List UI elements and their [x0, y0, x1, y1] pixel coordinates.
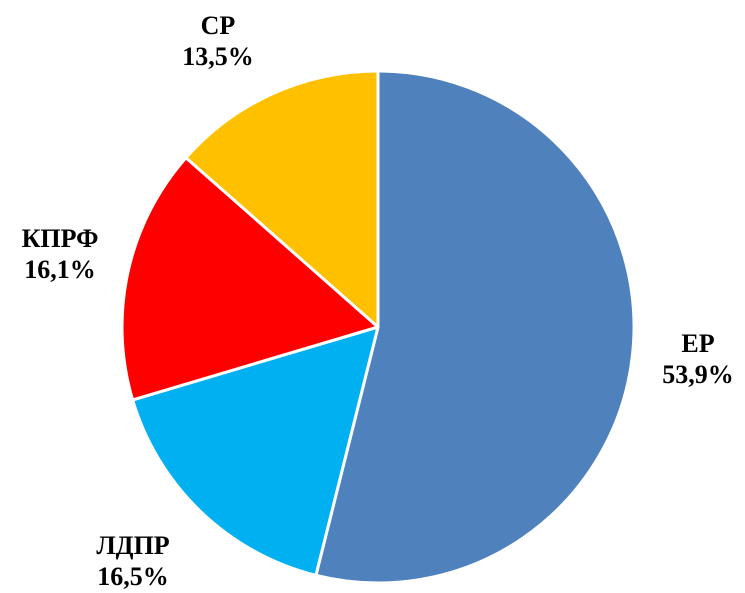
- slices-layer: [120, 69, 636, 585]
- pie-slice-4: [184, 69, 380, 329]
- pie-slice-3: [120, 156, 380, 402]
- slice-value-label: 53,9%: [662, 360, 734, 389]
- slice-name-label: ЛДПР: [96, 531, 169, 560]
- slice-name-label: КПРФ: [22, 224, 99, 253]
- pie-slice-2: [131, 325, 380, 577]
- slice-value-label: 16,1%: [24, 255, 96, 284]
- slice-name-label: СР: [201, 11, 236, 40]
- slice-name-label: ЕР: [681, 329, 714, 358]
- slice-value-label: 16,5%: [97, 562, 169, 591]
- slice-value-label: 13,5%: [182, 42, 254, 71]
- pie-slice-1: [314, 69, 636, 585]
